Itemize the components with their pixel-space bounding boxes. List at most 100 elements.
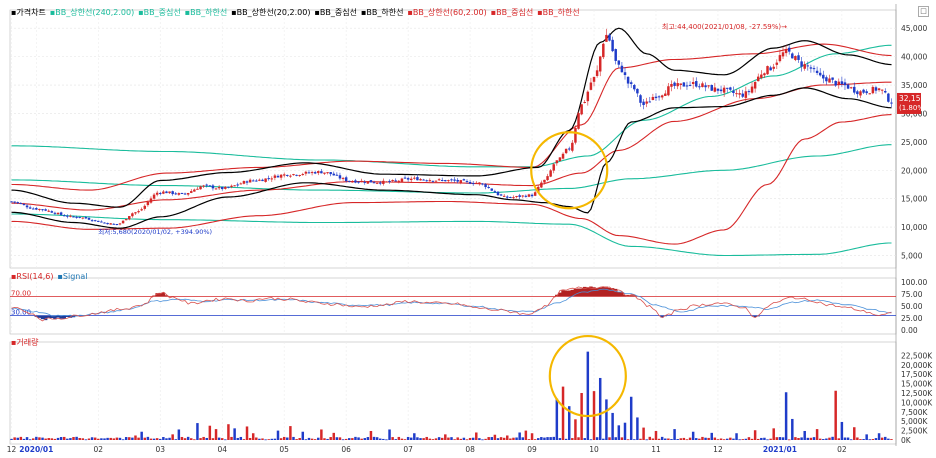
volume-bar [769,438,772,440]
candle-body [62,215,66,217]
price-legend-item[interactable]: ▪가격차트 [11,8,46,17]
volume-bar [524,430,528,440]
volume-bar [199,438,202,440]
candle-body [444,180,447,182]
candle-body [744,91,748,98]
candle-body [233,185,236,187]
price-legend-item[interactable]: ▪BB_하한선 [184,8,228,17]
rsi-tick-label: 0.00 [901,326,918,335]
candle-body [47,210,50,212]
price-legend-item[interactable]: ▪BB_하한선 [537,8,580,17]
candle [611,36,614,53]
candle-body [44,209,47,211]
x-tick-label: 06 [341,445,351,454]
candle [812,65,816,73]
volume-bar [558,438,562,440]
candle-body [608,34,611,41]
volume-bar [295,439,298,440]
volume-bar [93,437,97,440]
candle [183,192,187,195]
maximize-button[interactable]: □ [918,6,929,17]
candle-body [524,195,528,197]
candle [348,180,351,183]
volume-bar [753,430,757,440]
candle [468,179,472,185]
volume-bar [450,437,453,440]
candle-body [750,86,754,93]
volume-bar [567,406,571,440]
candle [115,223,119,226]
volume-bar [825,438,828,440]
volume-bar [657,438,661,440]
candle-body [849,87,853,89]
candle [567,146,571,152]
candle [25,203,29,210]
candle [56,212,60,215]
price-legend-item[interactable]: ▪BB_하한선 [360,8,404,17]
volume-bar [651,438,655,440]
candle-body [506,196,509,198]
candle-body [856,91,859,95]
volume-bar [453,439,456,441]
price-legend-item[interactable]: ▪BB_상한선(20,2.00) [231,8,311,17]
candle [100,220,103,223]
candle-body [397,180,401,182]
candle-body [629,82,633,84]
candle [518,193,521,200]
candle-body [766,66,769,75]
volume-legend-item[interactable]: ▪거래량 [11,338,39,347]
candle-body [28,207,32,209]
volume-bar [884,436,887,440]
candle [444,179,447,182]
rsi-legend-item[interactable]: ▪RSI(14,6) [11,272,54,281]
volume-bar [137,437,140,440]
volume-tick-label: 10,000K [901,398,933,407]
price-legend-item[interactable]: ▪BB_중심선 [490,8,534,17]
price-legend-item[interactable]: ▪BB_상한선(240,2.00) [49,8,135,17]
candle-body [484,184,487,188]
candle-body [710,84,713,91]
candle [859,90,862,99]
volume-bar [760,437,763,440]
candle-body [552,164,555,171]
volume-bar [351,438,354,440]
candle-body [112,223,116,225]
candle-body [589,82,593,90]
volume-bar [639,438,642,440]
candle [698,83,701,90]
volume-bar [471,437,475,440]
last-price-label: 32,150 [899,94,925,103]
price-legend-item[interactable]: ▪BB_중심선 [314,8,357,17]
candle-body [877,88,881,91]
volume-bar [645,439,648,441]
candle [481,182,484,186]
candle-body [614,49,617,61]
volume-bar [812,437,816,440]
volume-bar [537,438,540,440]
candle-body [186,193,190,195]
candle [884,88,887,94]
volume-panel [9,341,897,445]
y-tick-label: 10,000 [901,223,927,232]
candle-body [794,56,797,61]
volume-bar [636,417,639,440]
volume-bar [245,426,249,440]
candle [524,194,528,198]
volume-bar [273,438,277,440]
volume-bar [379,438,382,440]
candle [815,66,819,76]
candle [425,179,428,182]
price-legend-item[interactable]: ▪BB_상한선(60,2.00) [407,8,487,17]
candle-body [447,180,450,182]
rsi-legend-item[interactable]: ▪Signal [57,272,88,281]
candle-body [115,223,119,225]
candle [459,179,463,185]
candle-body [803,64,806,69]
candle-body [152,194,156,199]
candle [165,190,168,194]
volume-tick-label: 12,500K [901,389,933,398]
volume-bar [747,437,751,440]
price-legend-item[interactable]: ▪BB_중심선 [138,8,181,17]
candle-body [137,211,140,213]
candle-body [100,221,103,223]
